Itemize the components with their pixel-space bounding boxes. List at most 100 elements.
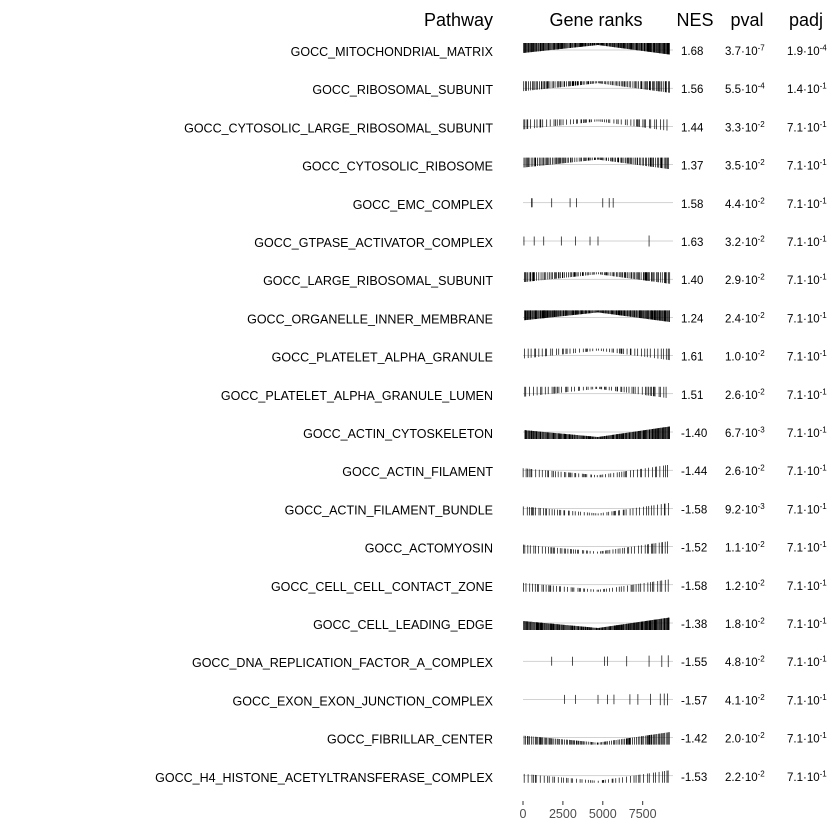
padj-exponent: -1 — [820, 311, 828, 320]
padj-value: 7.1·10-1 — [787, 120, 827, 135]
pathway-label: GOCC_PLATELET_ALPHA_GRANULE — [272, 351, 493, 365]
padj-value: 7.1·10-1 — [787, 387, 827, 402]
column-headers: Pathway Gene ranks NES pval padj — [424, 10, 823, 30]
pval-mantissa: 3.7 — [725, 46, 741, 58]
padj-mantissa: 7.1 — [787, 352, 803, 364]
padj-exponent: -1 — [820, 196, 828, 205]
pathway-row: GOCC_FIBRILLAR_CENTER -1.42 2.0·10-2 7.1·10… — [327, 731, 827, 747]
nes-value: 1.44 — [681, 122, 704, 134]
nes-value: -1.58 — [681, 504, 707, 516]
pval-value: 1.0·10-2 — [725, 349, 765, 364]
padj-value: 7.1·10-1 — [787, 617, 827, 632]
pval-base: ·10 — [741, 466, 758, 478]
nes-value: -1.57 — [681, 695, 707, 707]
pval-value: 1.2·10-2 — [725, 578, 765, 593]
gene-rank-marks — [523, 81, 673, 93]
padj-exponent: -1 — [820, 82, 828, 91]
padj-mantissa: 7.1 — [787, 313, 803, 325]
pval-base: ·10 — [741, 161, 758, 173]
padj-value: 7.1·10-1 — [787, 655, 827, 670]
header-gene-ranks: Gene ranks — [549, 10, 642, 30]
padj-base: ·10 — [803, 46, 820, 58]
pval-value: 2.6·10-2 — [725, 464, 765, 479]
pathway-label: GOCC_H4_HISTONE_ACETYLTRANSFERASE_COMPLE… — [155, 771, 493, 785]
pval-exponent: -2 — [758, 120, 766, 129]
pval-value: 1.8·10-2 — [725, 617, 765, 632]
padj-base: ·10 — [803, 237, 820, 249]
header-padj: padj — [789, 10, 823, 30]
padj-base: ·10 — [803, 734, 820, 746]
pathway-row: GOCC_ACTIN_FILAMENT -1.44 2.6·10-2 7.1·10-1 — [342, 464, 827, 480]
pathway-row: GOCC_PLATELET_ALPHA_GRANULE 1.61 1.0·10-2 7… — [272, 348, 827, 365]
gene-rank-marks — [523, 272, 673, 284]
pathway-label: GOCC_CYTOSOLIC_RIBOSOME — [302, 160, 493, 174]
pval-exponent: -3 — [758, 502, 766, 511]
pval-mantissa: 5.5 — [725, 84, 741, 96]
padj-mantissa: 7.1 — [787, 390, 803, 402]
pathway-row: GOCC_ACTOMYOSIN -1.52 1.1·10-2 7.1·10-1 — [365, 540, 828, 556]
padj-base: ·10 — [803, 543, 820, 555]
gene-rank-marks — [523, 693, 673, 706]
gene-rank-marks — [523, 617, 673, 630]
pval-exponent: -3 — [758, 426, 766, 435]
gene-rank-marks — [523, 43, 673, 55]
pathway-row: GOCC_LARGE_RIBOSOMAL_SUBUNIT 1.40 2.9·10-2… — [263, 272, 827, 288]
pval-exponent: -2 — [758, 311, 766, 320]
pathway-rows: GOCC_MITOCHONDRIAL_MATRIX 1.68 3.7·10-7 1.9… — [155, 43, 827, 785]
gene-rank-marks — [522, 464, 673, 478]
pval-base: ·10 — [741, 313, 758, 325]
pathway-row: GOCC_EXON_EXON_JUNCTION_COMPLEX -1.57 4.1·… — [233, 693, 828, 709]
padj-exponent: -1 — [820, 578, 828, 587]
padj-base: ·10 — [803, 657, 820, 669]
padj-exponent: -1 — [820, 464, 828, 473]
padj-mantissa: 1.9 — [787, 46, 803, 58]
pval-base: ·10 — [741, 390, 758, 402]
padj-value: 7.1·10-1 — [787, 731, 827, 746]
padj-mantissa: 7.1 — [787, 657, 803, 669]
padj-mantissa: 7.1 — [787, 237, 803, 249]
padj-mantissa: 7.1 — [787, 122, 803, 134]
padj-exponent: -1 — [820, 655, 828, 664]
nes-value: -1.52 — [681, 543, 707, 555]
pathway-row: GOCC_EMC_COMPLEX 1.58 4.4·10-2 7.1·10-1 — [353, 196, 828, 212]
padj-base: ·10 — [803, 352, 820, 364]
pathway-label: GOCC_CELL_LEADING_EDGE — [313, 618, 493, 632]
pval-exponent: -2 — [758, 578, 766, 587]
pathway-label: GOCC_ORGANELLE_INNER_MEMBRANE — [247, 312, 493, 326]
padj-base: ·10 — [803, 695, 820, 707]
pval-mantissa: 4.4 — [725, 199, 742, 211]
padj-value: 7.1·10-1 — [787, 196, 827, 211]
padj-mantissa: 7.1 — [787, 504, 803, 516]
pval-base: ·10 — [741, 275, 758, 287]
nes-value: -1.38 — [681, 619, 707, 631]
pathway-row: GOCC_RIBOSOMAL_SUBUNIT 1.56 5.5·10-4 1.4·10… — [312, 81, 827, 97]
padj-base: ·10 — [803, 428, 820, 440]
pval-value: 4.1·10-2 — [725, 693, 765, 708]
padj-mantissa: 7.1 — [787, 734, 803, 746]
pval-base: ·10 — [741, 428, 758, 440]
padj-exponent: -1 — [820, 769, 828, 778]
nes-value: 1.37 — [681, 161, 703, 173]
pval-mantissa: 4.1 — [725, 695, 741, 707]
pval-value: 4.8·10-2 — [725, 655, 765, 670]
padj-exponent: -1 — [820, 235, 828, 244]
padj-value: 7.1·10-1 — [787, 426, 827, 441]
pval-exponent: -2 — [758, 464, 766, 473]
pval-exponent: -2 — [758, 158, 766, 167]
padj-value: 7.1·10-1 — [787, 502, 827, 517]
pval-exponent: -2 — [758, 693, 766, 702]
padj-base: ·10 — [803, 199, 820, 211]
pathway-label: GOCC_LARGE_RIBOSOMAL_SUBUNIT — [263, 274, 493, 288]
pathway-row: GOCC_MITOCHONDRIAL_MATRIX 1.68 3.7·10-7 1.9… — [291, 43, 827, 59]
padj-value: 7.1·10-1 — [787, 349, 827, 364]
gene-rank-marks — [523, 310, 673, 322]
padj-mantissa: 7.1 — [787, 428, 803, 440]
nes-value: 1.63 — [681, 237, 703, 249]
padj-exponent: -1 — [820, 387, 828, 396]
pval-exponent: -2 — [758, 655, 766, 664]
pval-value: 3.7·10-7 — [725, 44, 765, 59]
padj-mantissa: 7.1 — [787, 619, 803, 631]
padj-mantissa: 7.1 — [787, 695, 803, 707]
padj-exponent: -1 — [820, 617, 828, 626]
